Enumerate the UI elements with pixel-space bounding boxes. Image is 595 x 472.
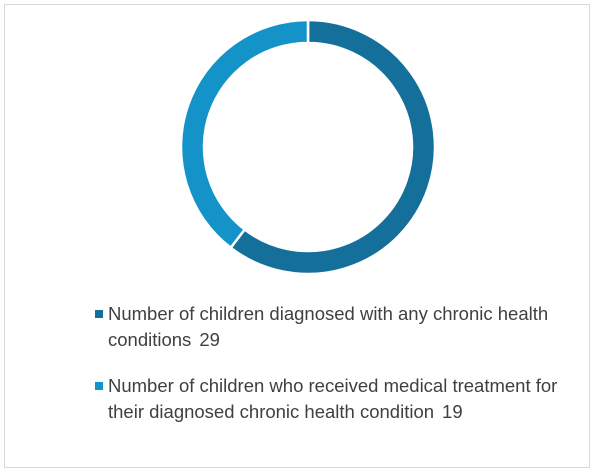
donut-slice-1 [228,18,437,276]
legend-swatch-treated [95,382,103,390]
chart-area: Number of children diagnosed with any ch… [4,4,590,468]
legend-swatch-diagnosed [95,310,103,318]
donut-slices [179,18,437,276]
legend-label-diagnosed: Number of children diagnosed with any ch… [108,303,549,350]
legend-value-diagnosed: 29 [199,329,220,350]
donut-slice-2 [179,18,310,250]
legend-item-treated: Number of children who received medical … [95,373,565,425]
legend-label-treated: Number of children who received medical … [108,375,558,422]
chart-legend: Number of children diagnosed with any ch… [95,301,565,425]
donut-chart [179,18,437,276]
legend-item-diagnosed: Number of children diagnosed with any ch… [95,301,565,353]
legend-value-treated: 19 [442,401,463,422]
